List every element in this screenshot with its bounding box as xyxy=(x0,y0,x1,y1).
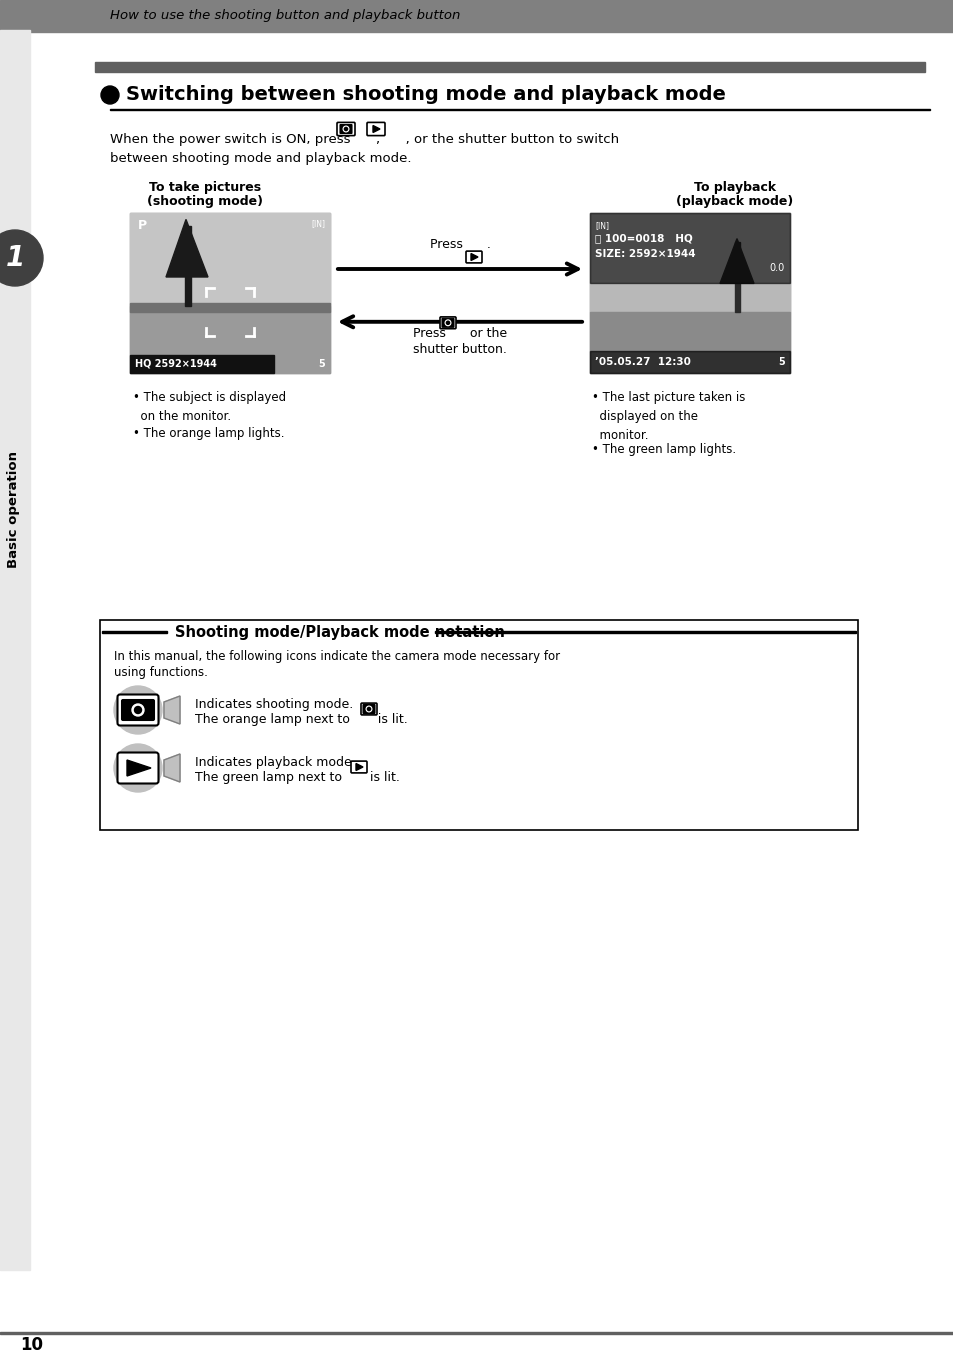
Text: In this manual, the following icons indicate the camera mode necessary for: In this manual, the following icons indi… xyxy=(113,650,559,663)
Bar xyxy=(95,62,924,72)
FancyBboxPatch shape xyxy=(336,122,355,136)
Text: Basic operation: Basic operation xyxy=(8,452,20,568)
Polygon shape xyxy=(166,220,208,277)
Text: (playback mode): (playback mode) xyxy=(676,194,793,207)
Text: [IN]: [IN] xyxy=(311,220,325,228)
Text: shutter button.: shutter button. xyxy=(413,343,506,355)
Bar xyxy=(0,0,953,33)
Text: To take pictures: To take pictures xyxy=(149,182,261,194)
Polygon shape xyxy=(164,754,180,782)
Text: HQ 2592×1944: HQ 2592×1944 xyxy=(135,359,216,369)
Polygon shape xyxy=(720,239,753,283)
Text: 10: 10 xyxy=(20,1336,44,1355)
Text: Press      .: Press . xyxy=(429,239,490,251)
Circle shape xyxy=(132,704,144,716)
Circle shape xyxy=(445,320,451,325)
Bar xyxy=(589,312,789,373)
Text: Press      or the: Press or the xyxy=(413,327,507,340)
Polygon shape xyxy=(127,759,151,776)
Bar xyxy=(110,108,929,110)
FancyBboxPatch shape xyxy=(441,319,454,327)
FancyBboxPatch shape xyxy=(367,122,385,136)
Bar xyxy=(130,306,330,373)
Text: To playback: To playback xyxy=(693,182,775,194)
Polygon shape xyxy=(355,763,363,770)
Bar xyxy=(589,213,789,373)
Text: 1: 1 xyxy=(6,244,25,273)
Text: (shooting mode): (shooting mode) xyxy=(147,194,263,207)
Circle shape xyxy=(366,706,372,712)
Bar xyxy=(100,620,857,830)
Polygon shape xyxy=(373,126,379,133)
FancyBboxPatch shape xyxy=(117,694,158,725)
FancyBboxPatch shape xyxy=(122,700,154,720)
FancyBboxPatch shape xyxy=(439,317,456,328)
Text: 5: 5 xyxy=(318,359,325,369)
FancyBboxPatch shape xyxy=(117,753,158,784)
Text: • The green lamp lights.: • The green lamp lights. xyxy=(592,443,736,456)
Text: • The last picture taken is
  displayed on the
  monitor.: • The last picture taken is displayed on… xyxy=(592,391,744,442)
Text: The orange lamp next to       is lit.: The orange lamp next to is lit. xyxy=(194,713,407,725)
Bar xyxy=(185,226,191,306)
Text: The green lamp next to       is lit.: The green lamp next to is lit. xyxy=(194,772,399,784)
Text: How to use the shooting button and playback button: How to use the shooting button and playb… xyxy=(110,9,460,23)
Bar xyxy=(435,631,855,633)
FancyBboxPatch shape xyxy=(465,251,481,263)
FancyBboxPatch shape xyxy=(339,125,352,133)
Text: between shooting mode and playback mode.: between shooting mode and playback mode. xyxy=(110,152,411,165)
FancyBboxPatch shape xyxy=(363,705,375,713)
Text: Shooting mode/Playback mode notation: Shooting mode/Playback mode notation xyxy=(174,625,504,640)
Text: When the power switch is ON, press      ,      , or the shutter button to switch: When the power switch is ON, press , , o… xyxy=(110,133,618,146)
Text: 0.0: 0.0 xyxy=(769,263,784,273)
Bar xyxy=(0,30,30,1271)
Bar xyxy=(0,1332,953,1334)
Circle shape xyxy=(343,126,349,132)
Circle shape xyxy=(446,321,449,324)
Bar xyxy=(589,213,789,312)
Circle shape xyxy=(0,231,43,286)
Bar xyxy=(589,351,789,373)
Text: Indicates playback mode.: Indicates playback mode. xyxy=(194,757,355,769)
FancyBboxPatch shape xyxy=(351,761,367,773)
Bar xyxy=(102,631,167,633)
Bar xyxy=(130,213,330,306)
Circle shape xyxy=(134,706,141,713)
Text: • The orange lamp lights.: • The orange lamp lights. xyxy=(132,427,284,439)
Text: [IN]: [IN] xyxy=(595,221,608,231)
Polygon shape xyxy=(471,254,477,260)
Circle shape xyxy=(344,127,347,130)
Text: ’05.05.27  12:30: ’05.05.27 12:30 xyxy=(595,357,690,367)
Text: ⎙ 100=0018   HQ: ⎙ 100=0018 HQ xyxy=(595,233,692,243)
Text: SIZE: 2592×1944: SIZE: 2592×1944 xyxy=(595,250,695,259)
FancyBboxPatch shape xyxy=(360,704,376,715)
Text: Indicates shooting mode.: Indicates shooting mode. xyxy=(194,698,353,711)
Text: using functions.: using functions. xyxy=(113,666,208,679)
Bar xyxy=(130,302,330,312)
Circle shape xyxy=(367,708,370,711)
Text: Switching between shooting mode and playback mode: Switching between shooting mode and play… xyxy=(126,85,725,104)
Bar xyxy=(734,241,740,312)
Text: • The subject is displayed
  on the monitor.: • The subject is displayed on the monito… xyxy=(132,391,286,423)
Text: 5: 5 xyxy=(778,357,784,367)
Text: P: P xyxy=(138,220,147,232)
Circle shape xyxy=(101,85,119,104)
Bar xyxy=(130,355,274,373)
Polygon shape xyxy=(164,696,180,724)
Circle shape xyxy=(113,686,162,734)
Bar xyxy=(589,213,789,283)
Circle shape xyxy=(113,744,162,792)
Bar xyxy=(130,213,330,373)
